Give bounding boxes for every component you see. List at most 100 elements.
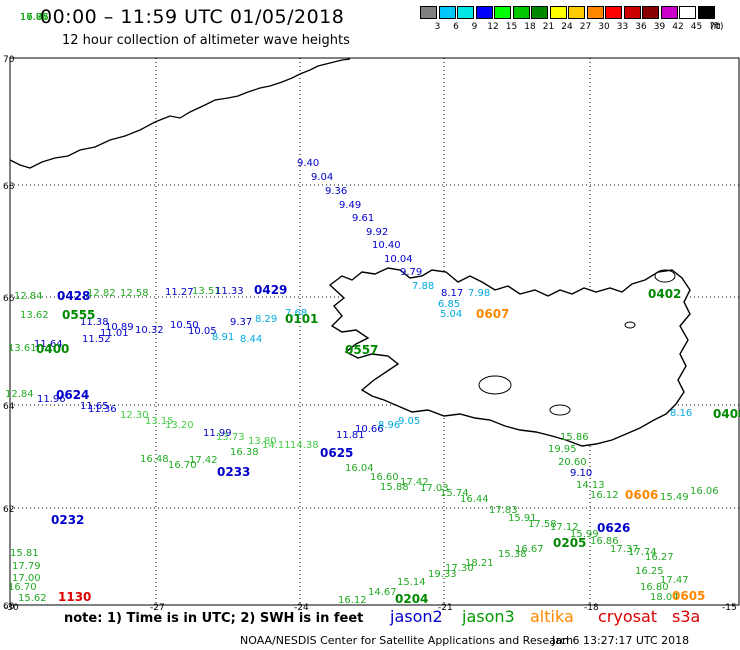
lake-outline xyxy=(549,404,571,416)
wave-height-value: 12.84 xyxy=(5,389,34,400)
wave-height-value: 10.05 xyxy=(188,326,217,337)
wave-height-value: 12.30 xyxy=(120,410,149,421)
wave-height-value: 20.60 xyxy=(558,457,587,468)
wave-height-value: 16.25 xyxy=(635,566,664,577)
wave-height-value: 15.38 xyxy=(498,549,527,560)
legend-label: 70 xyxy=(709,22,721,32)
wave-height-value: 9.49 xyxy=(339,200,361,211)
legend-swatch xyxy=(642,6,659,19)
legend-swatch xyxy=(679,6,696,19)
island-outline xyxy=(654,269,676,283)
wave-height-value: 8.29 xyxy=(255,314,277,325)
wave-height-value: 16.70 xyxy=(8,582,37,593)
pass-time-label: 0429 xyxy=(254,283,287,297)
wave-height-value: 17.85 xyxy=(20,12,49,23)
pass-time-label: 0605 xyxy=(672,589,705,603)
wave-height-value: 17.05 xyxy=(20,12,49,23)
wave-height-value: 15.74 xyxy=(440,488,469,499)
legend-label: 6 xyxy=(453,22,459,32)
satellite-legend-altika: altika xyxy=(530,607,574,626)
legend-label: 15 xyxy=(505,22,518,32)
wave-height-value: 10.89 xyxy=(105,322,134,333)
satellite-legend-jason3: jason3 xyxy=(462,607,515,626)
wave-height-value: 16.86 xyxy=(590,536,619,547)
legend-swatch xyxy=(697,6,715,19)
legend-swatch xyxy=(549,6,567,19)
legend-label: 30 xyxy=(598,22,610,32)
lat-tick-label: 60 xyxy=(3,602,15,612)
wave-height-value: 10.50 xyxy=(170,320,199,331)
wave-height-value: 11.65 xyxy=(80,401,109,412)
wave-height-value: 9.61 xyxy=(352,213,374,224)
pass-time-label: 0204 xyxy=(395,592,428,606)
lat-tick-label: 62 xyxy=(3,505,14,515)
wave-height-value: 17.42 xyxy=(400,477,429,488)
wave-height-value: 16.77 xyxy=(20,12,49,23)
wave-height-value: 9.37 xyxy=(230,317,252,328)
wave-height-value: 8.44 xyxy=(240,334,262,345)
wave-height-value: 14.67 xyxy=(368,587,397,598)
wave-height-value: 15.99 xyxy=(570,529,599,540)
wave-height-value: 11.64 xyxy=(34,339,63,350)
generated-timestamp: Jan 6 13:27:17 UTC 2018 xyxy=(552,634,690,647)
legend-swatch xyxy=(586,6,604,19)
wave-height-value: 8.91 xyxy=(212,332,234,343)
legend-label: 12 xyxy=(487,22,499,32)
wave-height-value: 15.14 xyxy=(397,577,426,588)
wave-height-value: 16.12 xyxy=(338,595,367,606)
legend-swatch xyxy=(475,6,493,19)
wave-height-value: 10.32 xyxy=(135,325,164,336)
wave-height-value: 7.68 xyxy=(285,308,307,319)
color-legend: 3 6 9 12 15 18 21 24 27 30 33 36 39 42 45 70 xyxy=(420,6,728,36)
iceland-landmass xyxy=(328,267,691,447)
page-subtitle: 12 hour collection of altimeter wave hei… xyxy=(62,33,350,48)
wave-height-value: 9.04 xyxy=(311,172,333,183)
pass-time-label: 0626 xyxy=(597,521,630,535)
wave-height-value: 15.81 xyxy=(10,548,39,559)
pass-time-label: 0606 xyxy=(625,488,658,502)
legend-swatch xyxy=(512,6,530,19)
wave-height-value: 17.58 xyxy=(528,519,557,530)
island-outline xyxy=(624,321,636,329)
wave-height-value: 17.47 xyxy=(660,575,689,586)
wave-height-value: 17.37 xyxy=(610,544,639,555)
pass-time-label: 0624 xyxy=(56,388,89,402)
pass-time-label: 0428 xyxy=(57,289,90,303)
wave-height-value: 16.12 xyxy=(590,490,619,501)
legend-swatch xyxy=(531,6,548,19)
wave-height-value: 9.40 xyxy=(297,158,319,169)
wave-height-value: 11.27 xyxy=(165,287,194,298)
axis-labels: 70 68 66 64 62 60-30 -27 -24 -21 -18 -15 xyxy=(3,55,737,613)
wave-height-value: 15.86 xyxy=(560,432,589,443)
wave-height-value: 11.99 xyxy=(203,428,232,439)
wave-height-value: 17.12 xyxy=(550,522,579,533)
footnote: note: 1) Time is in UTC; 2) SWH is in fe… xyxy=(64,611,364,626)
wave-height-value: 9.79 xyxy=(400,267,422,278)
legend-swatch xyxy=(438,6,456,19)
lon-tick-label: -24 xyxy=(294,603,309,613)
lon-tick-label: -30 xyxy=(4,603,19,613)
wave-height-value: 15.49 xyxy=(660,492,689,503)
pass-time-label: 0625 xyxy=(320,446,353,460)
legend-label: 18 xyxy=(524,22,536,32)
wave-height-value: 16.70 xyxy=(168,460,197,471)
wave-height-value: 13.20 xyxy=(165,420,194,431)
wave-height-value: 17.03 xyxy=(420,483,449,494)
map-frame xyxy=(9,57,740,606)
wave-height-value: 17.74 xyxy=(628,547,657,558)
wave-height-value: 14.11 xyxy=(262,440,291,451)
wave-height-value: 19.95 xyxy=(548,444,577,455)
wave-height-value: 16.67 xyxy=(515,544,544,555)
observation-values: 9.40 9.04 9.36 9.49 9.61 9.92 10.40 10.04 9.79 7.… xyxy=(5,12,719,606)
pass-time-label: 0233 xyxy=(217,465,250,479)
wave-height-value: 16.48 xyxy=(140,454,169,465)
wave-height-value: 7.88 xyxy=(412,281,434,292)
wave-height-value: 8.16 xyxy=(670,408,692,419)
wave-height-value: 17.79 xyxy=(12,561,41,572)
lon-tick-label: -18 xyxy=(584,603,599,613)
wave-height-value: 16.44 xyxy=(460,494,489,505)
legend-swatch xyxy=(660,6,678,19)
greenland-coastline xyxy=(9,58,351,169)
wave-height-value: 10.40 xyxy=(372,240,401,251)
wave-height-value: 12.82 xyxy=(87,288,116,299)
